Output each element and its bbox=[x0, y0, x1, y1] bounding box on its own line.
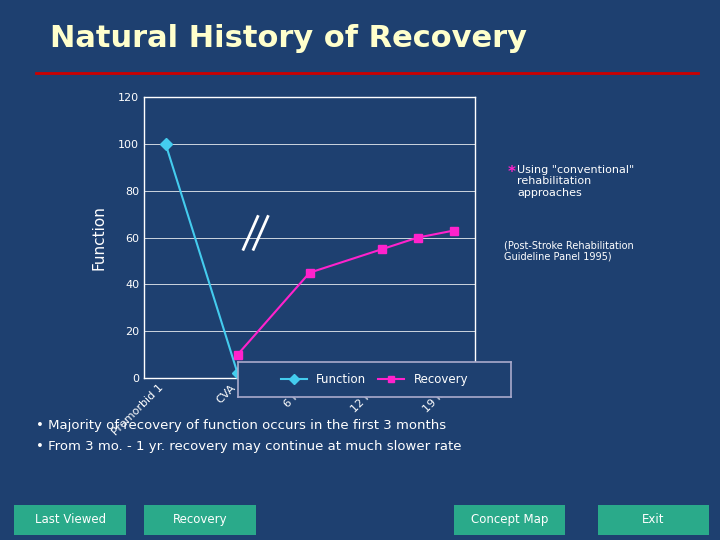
Recovery bbox=[305, 269, 314, 276]
Recovery bbox=[377, 246, 386, 253]
Line: Recovery: Recovery bbox=[233, 226, 458, 359]
Text: Natural History of Recovery: Natural History of Recovery bbox=[50, 24, 527, 53]
Text: Concept Map: Concept Map bbox=[471, 513, 548, 526]
Recovery bbox=[449, 227, 458, 234]
Recovery bbox=[233, 352, 242, 358]
Recovery bbox=[413, 234, 422, 241]
Text: (Post-Stroke Rehabilitation
Guideline Panel 1995): (Post-Stroke Rehabilitation Guideline Pa… bbox=[504, 240, 634, 262]
Text: Last Viewed: Last Viewed bbox=[35, 513, 106, 526]
Text: *: * bbox=[508, 165, 516, 180]
Text: Recovery: Recovery bbox=[173, 513, 227, 526]
Text: • From 3 mo. - 1 yr. recovery may continue at much slower rate: • From 3 mo. - 1 yr. recovery may contin… bbox=[36, 440, 462, 453]
Legend: Function, Recovery: Function, Recovery bbox=[276, 368, 473, 390]
Text: Using "conventional"
rehabilitation
approaches: Using "conventional" rehabilitation appr… bbox=[517, 165, 634, 198]
Text: • Majority of recovery of function occurs in the first 3 months: • Majority of recovery of function occur… bbox=[36, 418, 446, 431]
Y-axis label: Function: Function bbox=[92, 205, 107, 270]
Text: Exit: Exit bbox=[642, 513, 665, 526]
